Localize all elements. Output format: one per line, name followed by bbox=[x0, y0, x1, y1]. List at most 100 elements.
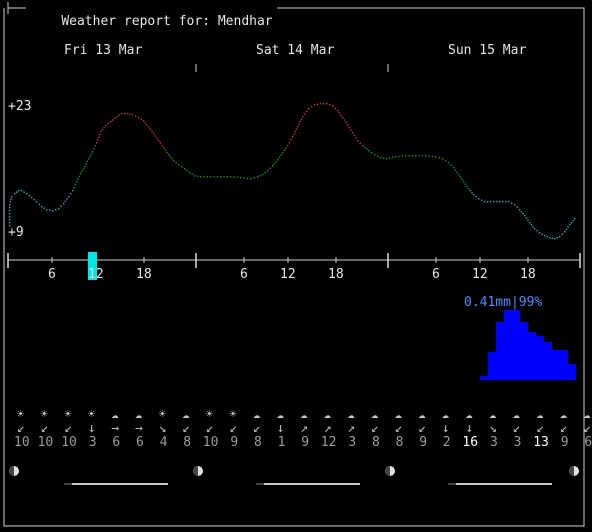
wind-arrow-icon: ↙ bbox=[536, 421, 545, 436]
temp-dot bbox=[456, 171, 458, 174]
temp-dot bbox=[159, 142, 162, 144]
wind-arrow-icon: ↙ bbox=[394, 421, 403, 436]
wind-speed-label: 6 bbox=[584, 435, 592, 450]
rain-bar-11 bbox=[568, 364, 576, 380]
temp-dot bbox=[508, 201, 510, 203]
rain-bar-1 bbox=[488, 352, 496, 380]
temp-dot bbox=[88, 158, 90, 160]
temp-dot bbox=[18, 190, 20, 192]
temp-dot bbox=[9, 201, 12, 203]
temp-dot bbox=[431, 155, 434, 158]
temp-dot bbox=[511, 202, 513, 204]
temp-dot bbox=[90, 153, 93, 155]
temp-dot bbox=[60, 205, 62, 207]
temp-dot bbox=[421, 155, 424, 157]
temp-dot bbox=[293, 133, 295, 135]
temp-dot bbox=[163, 147, 165, 149]
temp-dot bbox=[28, 195, 30, 197]
wind-speed-label: 4 bbox=[159, 435, 168, 450]
wind-speed-label: 8 bbox=[183, 435, 192, 450]
temp-dot bbox=[493, 201, 495, 203]
temp-dot bbox=[84, 166, 86, 168]
temp-dot bbox=[138, 117, 140, 119]
moon-shadow-1 bbox=[193, 466, 198, 476]
temp-dot bbox=[107, 123, 109, 125]
temp-dot bbox=[74, 184, 77, 186]
temp-dot bbox=[466, 185, 468, 188]
temp-dot bbox=[546, 236, 548, 238]
rain-bar-8 bbox=[544, 342, 552, 380]
cloud-icon: ☁ bbox=[276, 407, 284, 421]
temp-dot bbox=[551, 237, 553, 239]
wind-speed-label: 8 bbox=[395, 435, 404, 450]
temp-dot bbox=[323, 103, 325, 105]
temp-dot bbox=[210, 176, 212, 178]
temp-dot bbox=[110, 121, 112, 123]
temp-dot bbox=[101, 129, 104, 131]
temp-dot bbox=[46, 209, 48, 211]
wind-arrow-icon: ↙ bbox=[17, 421, 25, 436]
temp-dot bbox=[405, 155, 407, 157]
wind-arrow-icon: ↙ bbox=[512, 421, 521, 436]
temp-dot bbox=[151, 130, 153, 133]
wind-arrow-icon: ↗ bbox=[300, 421, 309, 436]
temp-dot bbox=[401, 155, 404, 157]
clear-sky-icon: ☀ bbox=[205, 407, 214, 421]
temp-dot bbox=[93, 148, 95, 150]
temp-dot bbox=[135, 115, 137, 117]
cloud-icon: ☁ bbox=[583, 407, 591, 421]
temp-dot bbox=[184, 168, 186, 170]
temp-dot bbox=[168, 154, 170, 156]
temp-dot bbox=[200, 176, 202, 178]
temp-dot bbox=[458, 174, 460, 176]
temp-dot bbox=[38, 203, 40, 205]
temp-dot bbox=[216, 176, 219, 178]
wind-arrow-icon: ↗ bbox=[323, 421, 332, 436]
day-label-1: Fri 13 Mar bbox=[64, 43, 143, 58]
rain-bar-3 bbox=[504, 310, 512, 380]
temp-dot bbox=[189, 172, 191, 174]
temp-dot bbox=[191, 173, 193, 175]
temp-dot bbox=[520, 211, 523, 213]
temp-dot bbox=[395, 156, 397, 158]
temp-dot bbox=[11, 196, 13, 198]
clear-sky-icon: ☀ bbox=[40, 407, 48, 421]
temp-dot bbox=[564, 231, 566, 233]
temp-dot bbox=[374, 154, 376, 156]
temp-dot bbox=[536, 230, 538, 232]
clear-sky-icon: ☀ bbox=[17, 407, 25, 421]
wind-speed-label: 3 bbox=[348, 435, 357, 450]
wind-speed-label: 10 bbox=[37, 435, 54, 450]
cloud-icon: ☁ bbox=[135, 407, 143, 421]
temp-dot bbox=[9, 225, 11, 227]
temp-dot bbox=[85, 163, 87, 165]
temp-dot bbox=[302, 116, 304, 118]
clear-sky-icon: ☀ bbox=[229, 407, 237, 421]
temp-dot bbox=[70, 193, 72, 195]
wind-arrow-icon: ↓ bbox=[276, 421, 285, 436]
wind-arrow-icon: ↓ bbox=[87, 421, 96, 436]
temp-dot bbox=[43, 207, 45, 209]
wind-speed-label: 3 bbox=[88, 435, 97, 450]
temp-dot bbox=[264, 172, 266, 174]
temp-dot bbox=[203, 176, 205, 178]
temp-dot bbox=[82, 168, 85, 170]
temp-dot bbox=[73, 187, 75, 189]
rain-bar-10 bbox=[560, 350, 568, 380]
temp-dot bbox=[418, 155, 420, 157]
temp-dot bbox=[570, 222, 573, 224]
temp-dot bbox=[262, 174, 264, 176]
wind-speed-label: 6 bbox=[136, 435, 144, 450]
cloud-icon: ☁ bbox=[371, 407, 379, 421]
temp-dot bbox=[94, 145, 97, 147]
precipitation-label: 0.41mm|99% bbox=[464, 295, 543, 310]
temp-dot bbox=[9, 204, 11, 206]
temp-dot bbox=[146, 124, 148, 126]
temp-dot bbox=[306, 110, 308, 113]
wind-speed-label: 1 bbox=[277, 435, 286, 450]
temp-dot bbox=[236, 176, 239, 179]
temp-dot bbox=[169, 156, 172, 158]
temp-dot bbox=[10, 198, 12, 201]
wind-speed-label: 9 bbox=[230, 435, 239, 450]
